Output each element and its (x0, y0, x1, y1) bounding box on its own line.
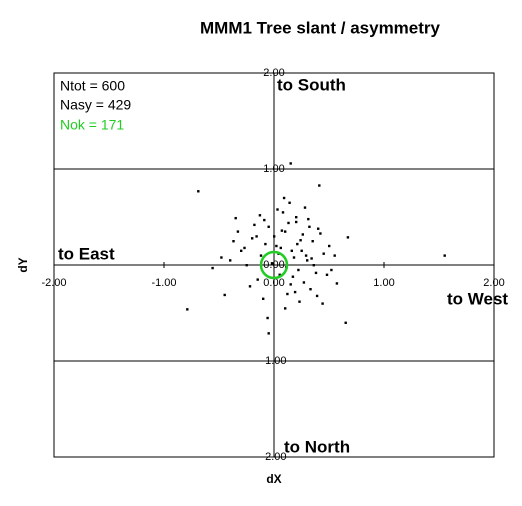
point (308, 225, 311, 228)
point (211, 266, 214, 270)
point (299, 239, 302, 242)
point (273, 235, 276, 238)
point (266, 316, 269, 320)
point (243, 246, 246, 250)
point (311, 240, 314, 243)
point (251, 237, 254, 240)
point (315, 294, 319, 298)
annotation: to North (284, 437, 350, 456)
annotation: to West (447, 289, 508, 308)
point (321, 302, 324, 305)
point (289, 283, 292, 286)
point (256, 278, 259, 281)
point (270, 262, 274, 265)
annotation: to South (277, 75, 346, 94)
point (240, 249, 243, 252)
y-tick-label: 2.00 (263, 67, 284, 79)
point (229, 259, 232, 262)
point (330, 268, 333, 272)
point (306, 259, 309, 262)
stat-text: Nasy = 429 (60, 97, 131, 113)
reference-circle (259, 250, 289, 280)
point (267, 332, 270, 335)
annotation: to East (58, 244, 115, 263)
point (300, 249, 303, 252)
point (279, 246, 282, 250)
point (295, 220, 298, 224)
point (333, 254, 336, 257)
point (328, 244, 331, 248)
point (298, 300, 301, 303)
x-tick-label: -2.00 (41, 277, 66, 289)
point (281, 211, 285, 214)
point (276, 208, 279, 211)
point (291, 275, 295, 278)
point (232, 240, 235, 243)
point (186, 308, 189, 311)
point (288, 201, 291, 204)
point (287, 221, 290, 225)
point (301, 233, 304, 236)
point (234, 216, 237, 220)
point (312, 264, 315, 267)
point (280, 229, 284, 232)
point (319, 232, 322, 235)
point (295, 216, 298, 219)
point (255, 235, 258, 238)
point (278, 273, 281, 276)
point (290, 249, 293, 252)
point (263, 218, 266, 222)
point (314, 271, 318, 275)
point (302, 281, 306, 284)
point (307, 217, 310, 221)
point (346, 236, 350, 239)
point (284, 230, 287, 233)
point (325, 273, 329, 276)
point (259, 254, 263, 257)
x-tick-label: 2.00 (483, 277, 504, 289)
point (264, 242, 267, 246)
stat-text: Ntot = 600 (60, 78, 125, 94)
point (296, 242, 299, 246)
point (282, 196, 286, 200)
point (286, 292, 289, 296)
point (310, 257, 313, 260)
point (309, 288, 312, 291)
point (292, 256, 296, 259)
point (258, 214, 262, 217)
chart-title: MMM1 Tree slant / asymmetry (200, 18, 441, 37)
point (248, 285, 252, 288)
point (303, 206, 307, 209)
point (284, 307, 287, 310)
point (317, 227, 320, 230)
point (253, 223, 256, 227)
point (223, 293, 226, 297)
point (344, 321, 347, 324)
point (245, 264, 248, 267)
stat-text: Nok = 171 (60, 117, 124, 133)
point (220, 256, 223, 259)
point (262, 297, 265, 300)
point (289, 162, 292, 165)
point (318, 184, 321, 187)
y-axis-label: dY (16, 257, 30, 272)
x-tick-label: 0.00 (263, 277, 284, 289)
x-axis-label: dX (266, 472, 281, 486)
point (236, 230, 240, 233)
point (443, 254, 446, 257)
point (297, 268, 300, 272)
point (275, 244, 278, 248)
point (197, 190, 200, 193)
x-tick-label: 1.00 (373, 277, 394, 289)
point (267, 225, 270, 228)
point (293, 290, 297, 294)
point (322, 252, 325, 255)
x-tick-label: -1.00 (151, 277, 176, 289)
point (335, 282, 339, 285)
point (304, 254, 308, 257)
